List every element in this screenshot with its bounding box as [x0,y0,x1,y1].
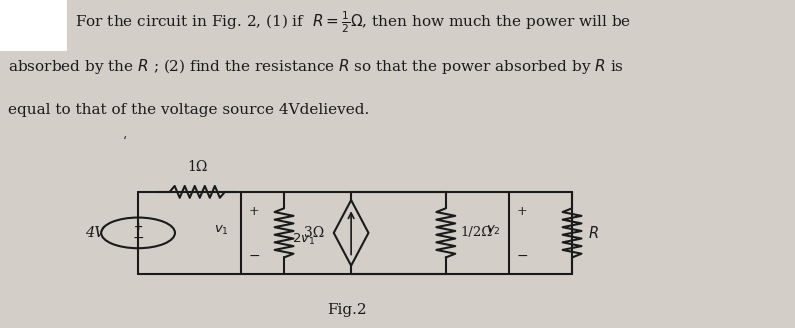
FancyBboxPatch shape [0,0,67,51]
Text: +: + [249,205,259,218]
Text: For the circuit in Fig. 2, (1) if  $R = \frac{1}{2}\Omega$, then how much the po: For the circuit in Fig. 2, (1) if $R = \… [75,10,631,35]
Text: $2v_1$: $2v_1$ [293,232,316,247]
Text: 1Ω: 1Ω [187,160,207,174]
Text: 4V: 4V [85,226,105,240]
Text: 3Ω: 3Ω [304,226,324,240]
Text: $v_1$: $v_1$ [214,224,228,237]
Text: $R$: $R$ [588,225,599,241]
Text: +: + [134,221,143,232]
Text: −: − [249,249,260,263]
Text: +: + [517,205,527,218]
Text: $v_2$: $v_2$ [486,224,501,237]
Text: −: − [517,249,529,263]
Text: equal to that of the voltage source 4Vdelieved.: equal to that of the voltage source 4Vde… [8,103,369,117]
Text: −: − [132,231,144,245]
Text: Fig.2: Fig.2 [328,303,367,317]
Text: absorbed by the $R$ ; (2) find the resistance $R$ so that the power absorbed by : absorbed by the $R$ ; (2) find the resis… [8,57,624,76]
Text: 1/2Ω: 1/2Ω [460,226,492,239]
Text: ʻ: ʻ [122,136,126,149]
